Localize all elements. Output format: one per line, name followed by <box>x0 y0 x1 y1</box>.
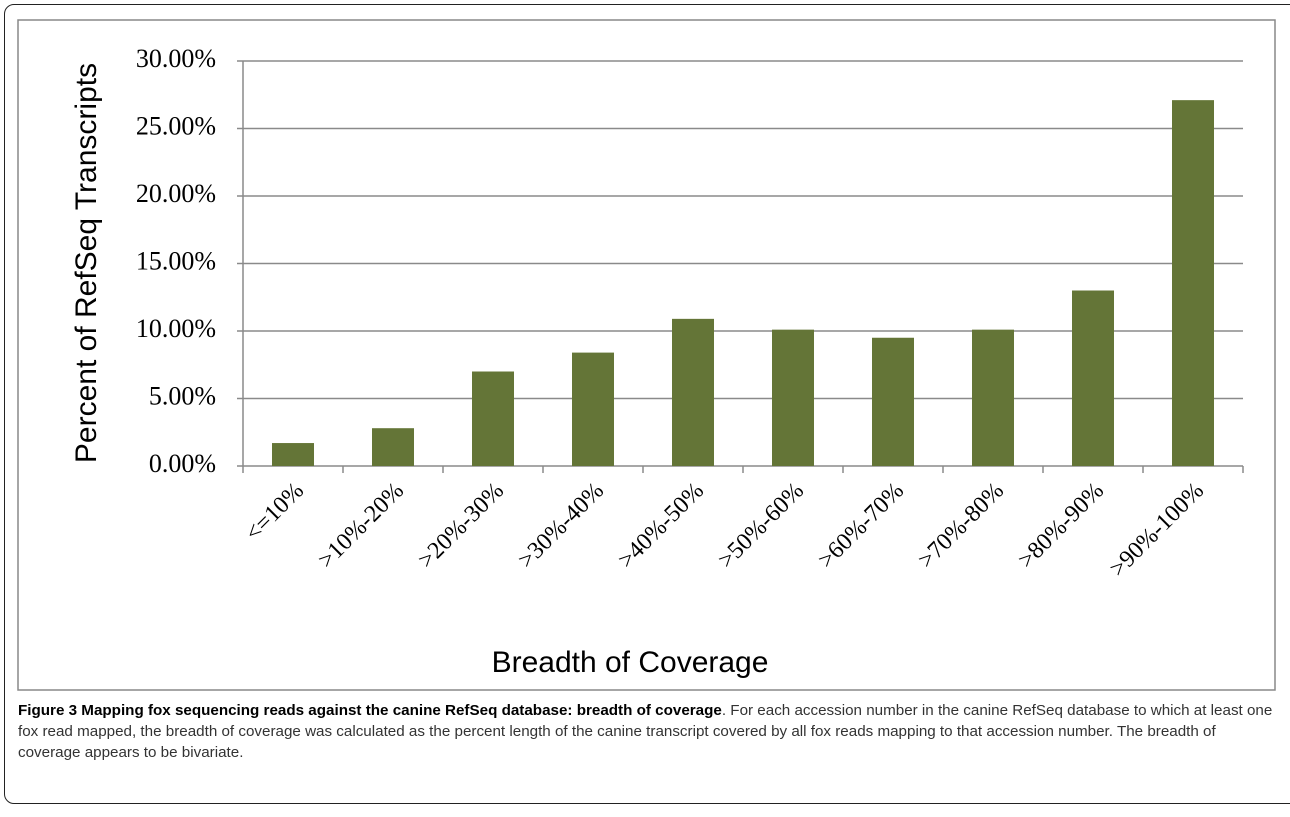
bar <box>672 318 714 466</box>
bar <box>472 371 514 466</box>
bar <box>372 428 414 466</box>
chart: Percent of RefSeq Transcripts Breadth of… <box>17 19 1276 691</box>
y-tick-label: 30.00% <box>136 44 216 73</box>
x-tick-label: >60%-70% <box>813 478 909 574</box>
x-tick-label: >30%-40% <box>513 478 609 574</box>
bar <box>272 443 314 466</box>
x-tick-label: >10%-20% <box>313 478 409 574</box>
bar <box>872 337 914 466</box>
y-tick-label: 20.00% <box>136 179 216 208</box>
y-tick-label: 0.00% <box>149 449 216 478</box>
bar <box>772 329 814 466</box>
y-tick-label: 25.00% <box>136 111 216 140</box>
bar <box>972 329 1014 466</box>
x-tick-label: >20%-30% <box>413 478 509 574</box>
y-tick-label: 10.00% <box>136 314 216 343</box>
x-tick-label: >90%-100% <box>1105 478 1209 582</box>
x-tick-label: >70%-80% <box>913 478 1009 574</box>
x-tick-label: <=10% <box>240 478 309 547</box>
y-axis-title: Percent of RefSeq Transcripts <box>70 63 103 463</box>
figure-border <box>4 4 1290 804</box>
x-axis-title: Breadth of Coverage <box>492 646 769 679</box>
chart-frame <box>17 19 1276 691</box>
y-tick-label: 15.00% <box>136 246 216 275</box>
x-tick-label: >50%-60% <box>713 478 809 574</box>
bar <box>1072 290 1114 466</box>
y-tick-label: 5.00% <box>149 381 216 410</box>
caption-text: . For each accession number in the canin… <box>18 702 1273 761</box>
bar <box>1172 100 1214 467</box>
caption-title: Figure 3 Mapping fox sequencing reads ag… <box>18 702 722 719</box>
bar <box>572 352 614 466</box>
x-tick-label: >80%-90% <box>1013 478 1109 574</box>
x-tick-label: >40%-50% <box>613 478 709 574</box>
caption: Figure 3 Mapping fox sequencing reads ag… <box>18 700 1280 763</box>
